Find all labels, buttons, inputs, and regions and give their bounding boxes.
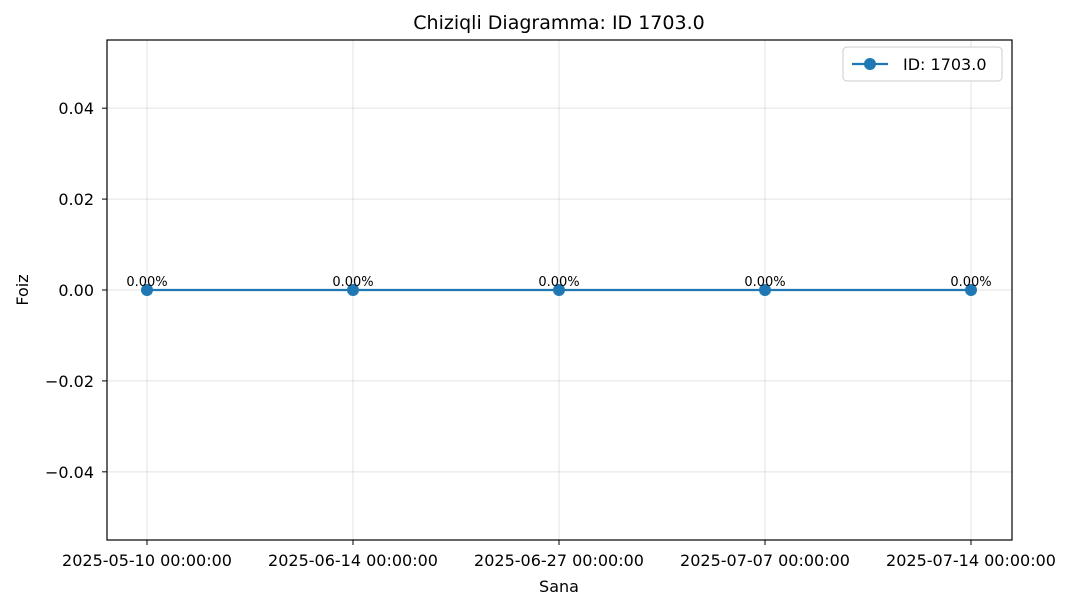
chart-title: Chiziqli Diagramma: ID 1703.0 xyxy=(413,12,704,34)
y-tick-label-3: 0.02 xyxy=(58,190,94,209)
data-label-0: 0.00% xyxy=(126,275,167,290)
data-point-2 xyxy=(553,284,565,296)
data-label-4: 0.00% xyxy=(950,275,991,290)
y-tick-label-0: −0.04 xyxy=(45,463,94,482)
y-tick-label-1: −0.02 xyxy=(45,372,94,391)
x-tick-label-2: 2025-06-27 00:00:00 xyxy=(474,551,644,570)
y-axis-label: Foiz xyxy=(13,274,32,305)
data-label-1: 0.00% xyxy=(332,275,373,290)
y-tick-label-4: 0.04 xyxy=(58,99,94,118)
x-tick-label-3: 2025-07-07 00:00:00 xyxy=(680,551,850,570)
x-axis: 2025-05-10 00:00:00 2025-06-14 00:00:00 20… xyxy=(62,540,1056,570)
data-point-0 xyxy=(141,284,153,296)
legend-marker-icon xyxy=(864,58,876,70)
y-axis: −0.04 −0.02 0.00 0.02 0.04 xyxy=(45,99,107,482)
data-point-3 xyxy=(759,284,771,296)
y-tick-label-2: 0.00 xyxy=(58,281,94,300)
legend-box xyxy=(842,46,1003,82)
x-axis-label: Sana xyxy=(539,577,579,596)
legend-label: ID: 1703.0 xyxy=(903,55,987,74)
legend: ID: 1703.0 xyxy=(842,46,1003,82)
data-point-4 xyxy=(965,284,977,296)
data-point-1 xyxy=(347,284,359,296)
series-layer: 0.00% 0.00% 0.00% 0.00% 0.00% xyxy=(126,275,992,296)
data-label-2: 0.00% xyxy=(538,275,579,290)
x-tick-label-1: 2025-06-14 00:00:00 xyxy=(268,551,438,570)
x-tick-label-0: 2025-05-10 00:00:00 xyxy=(62,551,232,570)
data-label-3: 0.00% xyxy=(744,275,785,290)
x-tick-label-4: 2025-07-14 00:00:00 xyxy=(886,551,1056,570)
